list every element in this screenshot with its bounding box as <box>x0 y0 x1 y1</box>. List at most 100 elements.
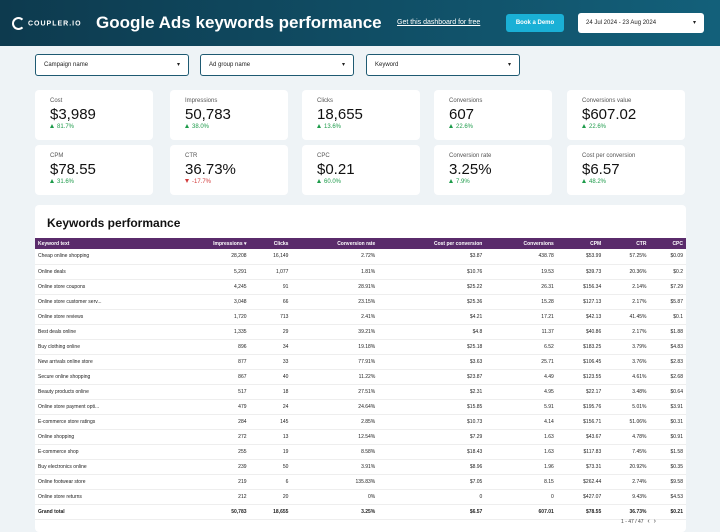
kpi-label: Clicks <box>317 98 333 104</box>
table-row: Buy electronics online 239 50 3.91% $8.96 1.9… <box>35 459 686 475</box>
kpi-delta: 7.9% <box>449 179 470 185</box>
trend-arrow <box>50 124 54 128</box>
column-header[interactable]: CPM <box>556 238 605 249</box>
kpi-card: Conversion rate 3.25% 7.9% <box>434 145 552 195</box>
cell: New arrivals online store <box>35 354 172 370</box>
pagination[interactable]: 1 - 47 / 47 <box>621 518 656 525</box>
cell: $18.43 <box>378 444 486 460</box>
cell: 24.64% <box>291 399 379 415</box>
cell: 91 <box>249 279 292 295</box>
column-header[interactable]: Keyword text <box>35 238 172 249</box>
trend-arrow <box>50 179 54 183</box>
column-header[interactable]: Impressions <box>171 238 250 249</box>
column-header[interactable]: Cost per conversion <box>378 238 486 249</box>
kpi-value: 3.25% <box>449 161 492 178</box>
kpi-label: Cost per conversion <box>582 153 636 159</box>
cell: $1.88 <box>649 324 686 340</box>
kpi-delta-text: 13.6% <box>324 124 342 130</box>
kpi-delta: 38.0% <box>185 124 209 130</box>
cell: 33 <box>249 354 292 370</box>
cell: 34 <box>249 339 292 355</box>
cell: $7.29 <box>649 279 686 295</box>
cell: $3.63 <box>378 354 486 370</box>
cell: $262.44 <box>556 474 605 490</box>
date-picker[interactable]: 24 Jul 2024 - 23 Aug 2024 <box>578 13 704 33</box>
kpi-label: Conversion rate <box>449 153 492 159</box>
cell: 66 <box>249 294 292 310</box>
cell: 0% <box>291 489 379 505</box>
filter[interactable]: Ad group name <box>200 54 354 76</box>
kpi-delta-text: 60.0% <box>324 179 342 185</box>
cell: $40.86 <box>556 324 605 340</box>
cell: $25.18 <box>378 339 486 355</box>
kpi-label: CPM <box>50 153 64 159</box>
cell: 24 <box>249 399 292 415</box>
cell: 2.17% <box>604 324 650 340</box>
filter[interactable]: Campaign name <box>35 54 189 76</box>
column-header[interactable]: Conversion rate <box>291 238 379 249</box>
trend-arrow <box>317 179 321 183</box>
cell: 1.63 <box>485 429 557 445</box>
cell: Online deals <box>35 264 172 280</box>
cell: 19.53 <box>485 264 557 280</box>
kpi-card: Cost per conversion $6.57 48.2% <box>567 145 685 195</box>
cell: $10.73 <box>378 414 486 430</box>
cell: E-commerce shop <box>35 444 172 460</box>
table-row: Online store customer serv... 3,048 66 23.1… <box>35 294 686 310</box>
kpi-delta: 81.7% <box>50 124 74 130</box>
cell: 6.52 <box>485 339 557 355</box>
table-row: E-commerce shop 255 19 8.58% $18.43 1.63 $117.… <box>35 444 686 460</box>
cell: $0.64 <box>649 384 686 400</box>
cell: 4.49 <box>485 369 557 385</box>
cell: $3.91 <box>649 399 686 415</box>
column-header[interactable]: CTR <box>604 238 650 249</box>
column-header[interactable]: CPC <box>649 238 686 249</box>
cell: 272 <box>171 429 250 445</box>
trend-arrow <box>449 124 453 128</box>
cell: $156.71 <box>556 414 605 430</box>
cell: $15.85 <box>378 399 486 415</box>
cell: $4.21 <box>378 309 486 325</box>
cell: 145 <box>249 414 292 430</box>
cell: $7.29 <box>378 429 486 445</box>
cell: 28,208 <box>171 249 250 265</box>
cell: Cheap online shopping <box>35 249 172 265</box>
cell: 135.83% <box>291 474 379 490</box>
cell: 15.28 <box>485 294 557 310</box>
cell: 8.58% <box>291 444 379 460</box>
cell: 57.25% <box>604 249 650 265</box>
cell: 28.91% <box>291 279 379 295</box>
cell: 255 <box>171 444 250 460</box>
kpi-value: 18,655 <box>317 106 363 123</box>
table-card: Keywords performance Keyword text Impress… <box>35 205 686 532</box>
link[interactable]: Get this dashboard for free <box>397 19 481 26</box>
cell: 3,048 <box>171 294 250 310</box>
cell: 16,149 <box>249 249 292 265</box>
cell: 2.14% <box>604 279 650 295</box>
column-header[interactable]: Conversions <box>485 238 557 249</box>
cell: 11.37 <box>485 324 557 340</box>
kpi-delta-text: 81.7% <box>57 124 75 130</box>
column-header[interactable]: Clicks <box>249 238 292 249</box>
kpi-card: CPM $78.55 31.6% <box>35 145 153 195</box>
cell: $2.68 <box>649 369 686 385</box>
kpi-card: CPC $0.21 60.0% <box>302 145 420 195</box>
cell: 41.45% <box>604 309 650 325</box>
kpi-delta-text: 48.2% <box>589 179 607 185</box>
cell: 39.21% <box>291 324 379 340</box>
cell: 896 <box>171 339 250 355</box>
cell: 29 <box>249 324 292 340</box>
cell: $53.99 <box>556 249 605 265</box>
table-row: Online store coupons 4,245 91 28.91% $25.22 2… <box>35 279 686 295</box>
cell: 12.54% <box>291 429 379 445</box>
filter[interactable]: Keyword <box>366 54 520 76</box>
cell: 1.63 <box>485 444 557 460</box>
cell: 36.73% <box>604 503 650 520</box>
cell: $195.76 <box>556 399 605 415</box>
cell: 0 <box>485 489 557 505</box>
demo-button[interactable]: Book a Demo <box>506 14 564 32</box>
cell: $0.35 <box>649 459 686 475</box>
cell: 50,783 <box>171 503 250 520</box>
kpi-delta-text: 38.0% <box>192 124 210 130</box>
trend-arrow <box>185 124 189 128</box>
